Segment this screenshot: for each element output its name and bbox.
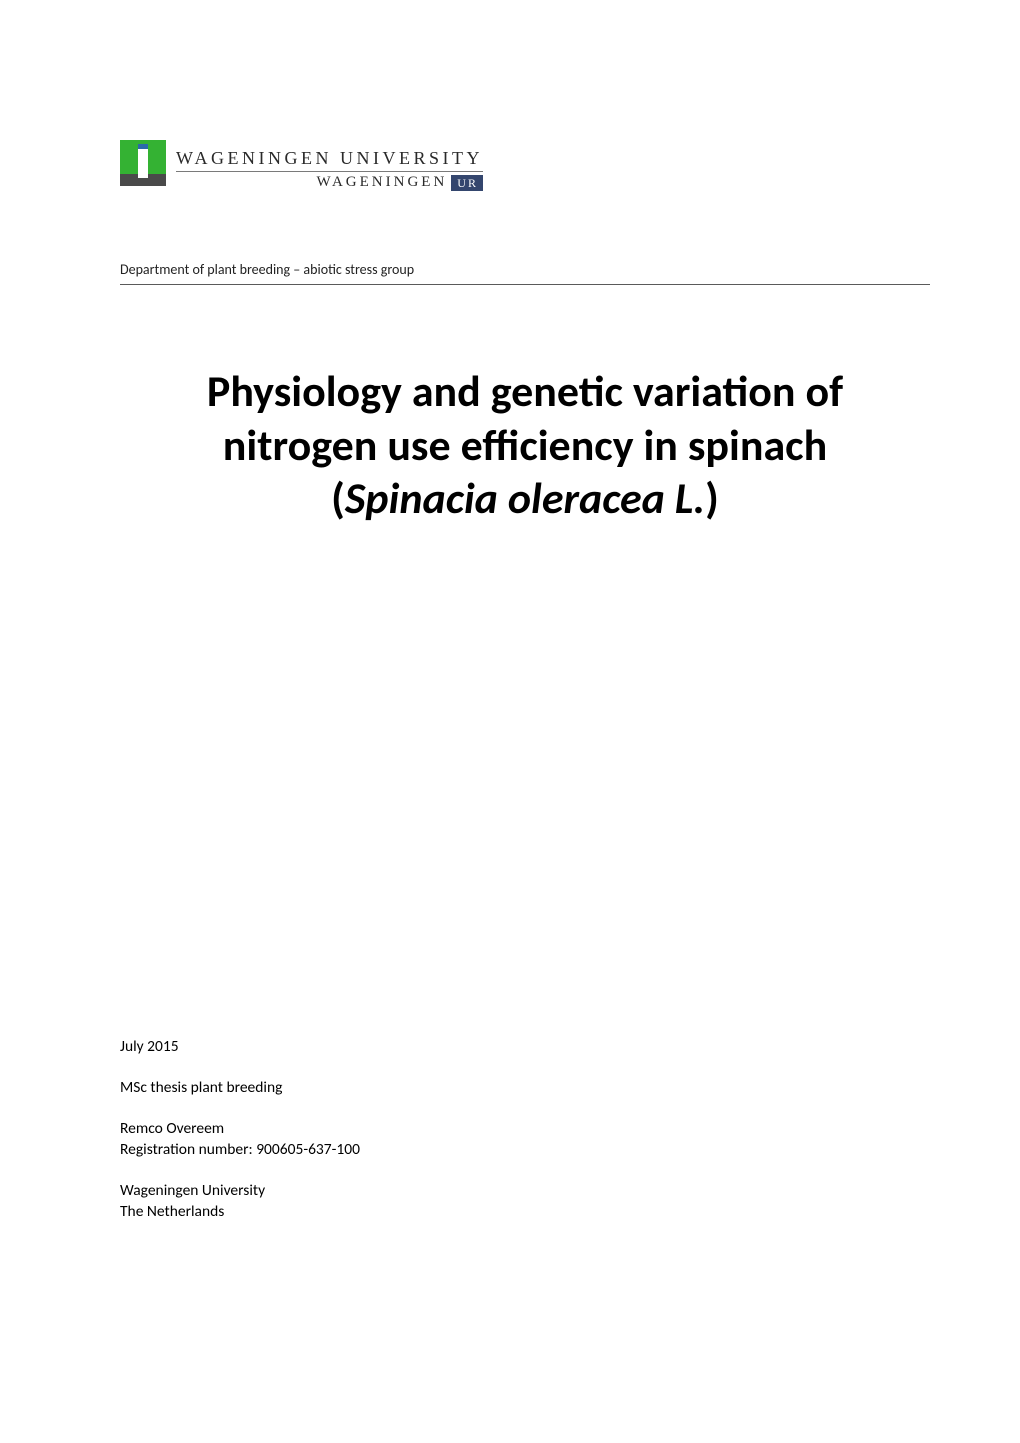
logo-line-2: WAGENINGEN UR — [316, 174, 482, 191]
title-line-3-open: ( — [331, 471, 345, 525]
logo-line-1: WAGENINGEN UNIVERSITY — [176, 148, 483, 172]
logo-ur-box: UR — [451, 175, 483, 191]
wageningen-logo-icon — [120, 140, 166, 191]
meta-affiliation-block: Wageningen University The Netherlands — [120, 1181, 360, 1223]
logo-line-2-text: WAGENINGEN — [316, 174, 447, 191]
wageningen-logo: WAGENINGEN UNIVERSITY WAGENINGEN UR — [120, 140, 930, 191]
document-title: Physiology and genetic variation of nitr… — [130, 365, 920, 526]
horizontal-rule — [120, 284, 930, 285]
meta-university: Wageningen University — [120, 1181, 360, 1202]
document-page: WAGENINGEN UNIVERSITY WAGENINGEN UR Depa… — [0, 0, 1020, 1443]
title-line-1: Physiology and genetic variation of — [207, 364, 843, 418]
title-line-3-close: ) — [705, 471, 719, 525]
title-line-2: nitrogen use efficiency in spinach — [223, 418, 827, 472]
meta-thesis-line: MSc thesis plant breeding — [120, 1078, 360, 1099]
meta-registration: Registration number: 900605-637-100 — [120, 1140, 360, 1161]
logo-text: WAGENINGEN UNIVERSITY WAGENINGEN UR — [176, 148, 483, 191]
meta-date: July 2015 — [120, 1037, 360, 1058]
meta-author-block: Remco Overeem Registration number: 90060… — [120, 1119, 360, 1161]
meta-country: The Netherlands — [120, 1202, 360, 1223]
meta-author: Remco Overeem — [120, 1119, 360, 1140]
logo-area: WAGENINGEN UNIVERSITY WAGENINGEN UR — [120, 140, 930, 191]
document-meta: July 2015 MSc thesis plant breeding Remc… — [120, 1037, 360, 1243]
department-line: Department of plant breeding – abiotic s… — [120, 261, 930, 278]
title-line-3-italic: Spinacia oleracea L. — [345, 471, 705, 525]
